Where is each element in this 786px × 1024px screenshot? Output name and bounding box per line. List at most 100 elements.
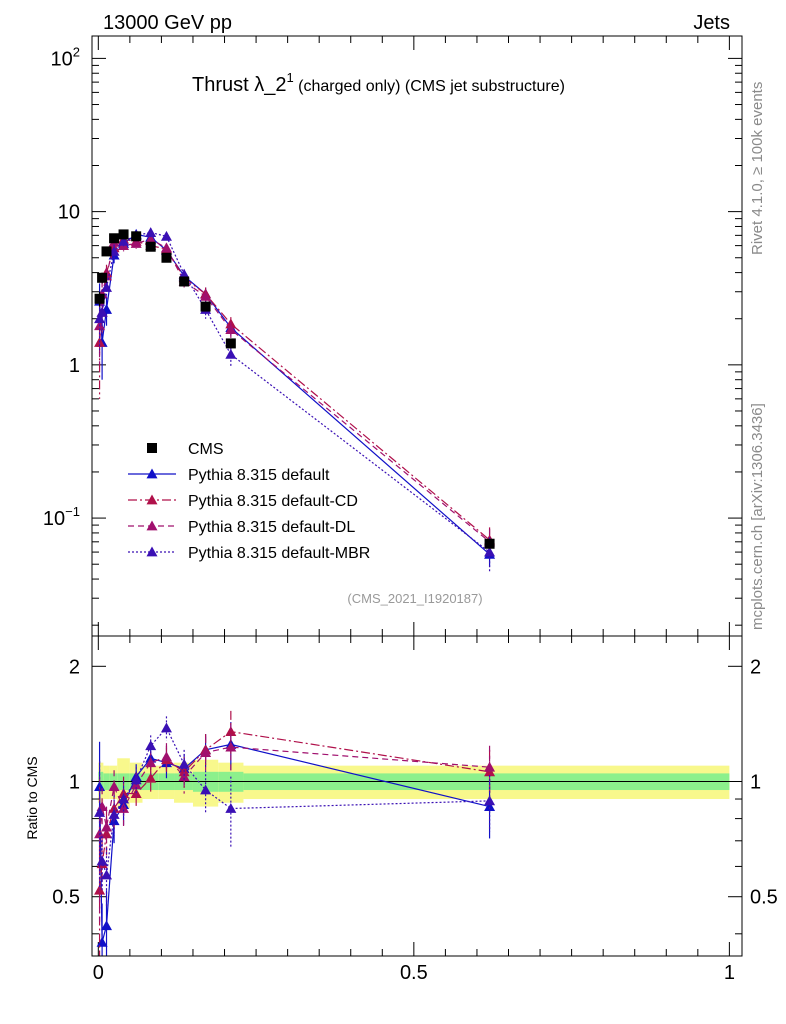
- main-marker-3-1: [96, 306, 108, 317]
- ratio-marker-2-8: [178, 771, 190, 781]
- cms-marker-2: [101, 246, 112, 257]
- cms-marker-8: [179, 276, 190, 287]
- cms-marker-4: [118, 229, 129, 240]
- cms-marker-11: [484, 538, 495, 549]
- cms-marker-9: [200, 301, 211, 312]
- main-marker-3-6: [145, 227, 157, 237]
- main-ytick-label-2: 10: [58, 202, 80, 224]
- header-right: Jets: [693, 12, 730, 34]
- ratio-marker-3-11: [484, 795, 496, 806]
- main-marker-2-9: [200, 290, 212, 301]
- main-marker-3-11: [484, 546, 496, 557]
- legend-label-2: Pythia 8.315 default-CD: [188, 493, 358, 510]
- ratio-ytick-label-0: 0.5: [52, 887, 80, 909]
- xtick-label-1: 0.5: [400, 962, 428, 984]
- ratio-marker-3-4: [118, 793, 130, 804]
- ratio-marker-2-6: [145, 757, 157, 768]
- legend-label-1: Pythia 8.315 default: [188, 467, 330, 484]
- ratio-marker-3-8: [178, 758, 190, 769]
- ratio-marker-2-3: [108, 781, 120, 791]
- ratio-marker-2-2: [101, 821, 113, 832]
- header-left: 13000 GeV pp: [103, 12, 232, 34]
- series-layer: [94, 227, 496, 956]
- cms-marker-10: [225, 338, 236, 349]
- ratio-marker-1-10: [225, 726, 237, 737]
- legend-label-3: Pythia 8.315 default-DL: [188, 519, 355, 536]
- main-title: Thrust λ_21 (charged only) (CMS jet subs…: [192, 70, 565, 96]
- cms-marker-6: [145, 241, 156, 252]
- main-marker-2-6: [145, 233, 157, 244]
- main-series-line-3: [99, 231, 490, 553]
- cms-marker-7: [161, 252, 172, 263]
- ratio-marker-0-1: [96, 936, 108, 947]
- ratio-ytick-label-2: 2: [69, 656, 80, 678]
- legend-marker-cms: [147, 443, 157, 453]
- ratio-marker-2-11: [484, 761, 496, 772]
- ratio-marker-3-9: [200, 784, 212, 795]
- main-marker-3-8: [178, 268, 190, 279]
- title-sup: 1: [286, 70, 293, 85]
- main-marker-2-7: [160, 242, 172, 253]
- ratio-ytick-label-right-2: 2: [750, 656, 761, 678]
- cms-marker-3: [109, 233, 120, 244]
- ratio-ytick-label-right-0: 0.5: [750, 887, 778, 909]
- ratio-frame: [91, 635, 743, 957]
- ratio-marker-0-2: [101, 920, 113, 931]
- legend-label-4: Pythia 8.315 default-MBR: [188, 545, 370, 562]
- ytick-base: 10: [43, 508, 65, 530]
- xtick-label-0: 0: [93, 962, 104, 984]
- main-marker-3-10: [225, 348, 237, 359]
- title-rest: (charged only) (CMS jet substructure): [294, 78, 565, 95]
- ratio-marker-2-7: [160, 751, 172, 762]
- mcplots-label: mcplots.cern.ch [arXiv:1306.3436]: [749, 403, 766, 630]
- main-marker-3-4: [118, 235, 130, 246]
- ytick-exponent: −1: [65, 504, 80, 519]
- main-ytick-label-1: 1: [69, 355, 80, 377]
- main-marker-3-7: [160, 230, 172, 241]
- main-ytick-label-3: 102: [51, 44, 80, 70]
- main-marker-3-2: [101, 281, 113, 292]
- ytick-base: 1: [69, 355, 80, 377]
- ytick-exponent: 2: [73, 44, 80, 59]
- title-main: Thrust λ_2: [192, 74, 286, 96]
- ratio-ytick-label-1: 1: [69, 772, 80, 794]
- rivet-label: Rivet 4.1.0, ≥ 100k events: [749, 82, 766, 255]
- ytick-base: 10: [51, 48, 73, 70]
- legend-label-0: CMS: [188, 441, 224, 458]
- ratio-marker-3-6: [145, 740, 157, 751]
- ratio-marker-3-7: [160, 722, 172, 733]
- ratio-uncertainty-bands: [98, 758, 730, 809]
- cms-marker-5: [131, 231, 142, 242]
- ratio-marker-3-3: [108, 808, 120, 819]
- main-marker-2-10: [225, 324, 237, 334]
- ratio-ytick-label-right-1: 1: [750, 772, 761, 794]
- ratio-marker-3-10: [225, 803, 237, 813]
- axis-ticks: [92, 36, 742, 956]
- ratio-marker-2-4: [118, 803, 130, 813]
- ytick-base: 10: [58, 202, 80, 224]
- ratio-marker-3-0: [94, 806, 106, 817]
- ratio-marker-1-2: [101, 828, 113, 839]
- legend-marker-4: [146, 546, 158, 557]
- ratio-marker-1-6: [145, 772, 157, 783]
- ratio-series-line-1: [98, 730, 490, 891]
- ratio-ylabel: Ratio to CMS: [24, 756, 40, 839]
- main-marker-2-5: [130, 237, 142, 248]
- ratio-marker-0-11: [484, 801, 496, 811]
- cms-marker-0: [94, 293, 105, 304]
- analysis-label: (CMS_2021_I1920187): [347, 591, 482, 606]
- ratio-marker-2-9: [200, 747, 212, 757]
- legend-marker-3: [146, 520, 158, 531]
- main-ytick-label-0: 10−1: [43, 504, 80, 530]
- legend-marker-2: [146, 494, 158, 505]
- ratio-marker-3-5: [130, 774, 142, 785]
- xtick-label-2: 1: [724, 962, 735, 984]
- cms-marker-1: [97, 272, 108, 283]
- ratio-marker-2-10: [225, 741, 237, 752]
- ratio-marker-3-2: [101, 869, 113, 880]
- legend-marker-1: [146, 468, 158, 479]
- ratio-marker-3-1: [96, 855, 108, 866]
- ratio-series-line-3: [98, 726, 490, 876]
